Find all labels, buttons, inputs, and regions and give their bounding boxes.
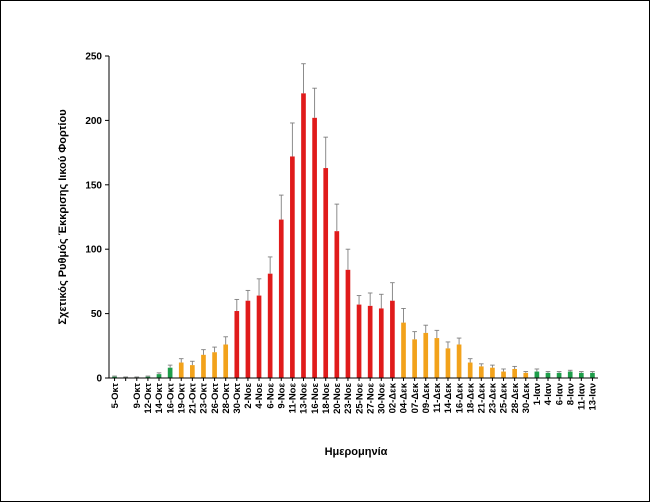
x-tick-label: 21-Δεκ — [477, 382, 488, 413]
bar — [456, 344, 462, 378]
x-tick-label: 14-Δεκ — [443, 382, 454, 413]
x-tick-label: 13-Ιαν — [588, 383, 599, 411]
bar — [501, 371, 506, 378]
bar — [156, 374, 162, 378]
x-tick-label: 11-Ιαν — [577, 383, 588, 410]
x-tick-label: 27-Νοε — [365, 383, 376, 414]
x-tick-label: 13-Νοε — [299, 383, 310, 414]
x-tick-label: 23-Νοε — [343, 383, 354, 414]
x-tick-label: 09-Δεκ — [421, 382, 432, 413]
x-tick-label: 21-Οκτ — [188, 382, 199, 413]
x-tick-label: 16-Νοε — [310, 383, 321, 414]
x-tick-label: 11-Νοε — [288, 383, 299, 414]
bar — [445, 348, 451, 378]
y-tick-label: 200 — [85, 116, 102, 127]
x-tick-label: 9-Οκτ — [132, 382, 143, 408]
x-tick-label: 28-Οκτ — [221, 382, 232, 413]
bar — [545, 372, 551, 378]
y-axis-title: Σχετικός Ρυθμός Έκκρισης Ιικού Φορτίου — [57, 109, 69, 324]
bar — [278, 219, 284, 378]
bar — [378, 308, 384, 378]
x-tick-label: 23-Οκτ — [199, 382, 210, 413]
x-tick-label: 5-Οκτ — [110, 382, 121, 408]
bar — [467, 362, 473, 378]
bar — [301, 93, 306, 379]
bar — [356, 304, 362, 378]
x-tick-label: 8-Ιαν — [565, 383, 576, 405]
y-axis: 0 50 100 150 200 250 — [85, 52, 109, 385]
bar — [534, 371, 540, 378]
x-tick-label: 25-Νοε — [354, 383, 365, 414]
bar — [512, 368, 517, 378]
y-tick-label: 0 — [96, 374, 102, 385]
bar — [390, 300, 395, 378]
x-axis-title: Ημερομηνία — [325, 446, 388, 458]
x-tick-label: 12-Οκτ — [143, 382, 154, 413]
x-tick-label: 25-Δεκ — [499, 382, 510, 413]
y-tick-label: 250 — [85, 52, 102, 63]
x-tick-label: 02-Δεκ — [388, 382, 399, 413]
bar — [190, 365, 195, 378]
bar — [201, 354, 206, 378]
bar — [234, 311, 240, 378]
bar — [112, 376, 117, 378]
bar — [334, 231, 340, 378]
bar — [567, 371, 573, 378]
bar — [145, 376, 151, 378]
bar — [312, 117, 317, 378]
x-tick-label: 2-Νοε — [243, 383, 254, 409]
bar — [367, 305, 373, 378]
y-tick-label: 100 — [85, 245, 102, 256]
bar — [256, 295, 262, 378]
x-tick-label: 4-Ιαν — [543, 383, 554, 405]
bar — [345, 269, 351, 378]
x-tick-label: 4-Νοε — [254, 383, 265, 409]
x-tick-label: 9-Νοε — [276, 383, 287, 409]
bar — [267, 273, 273, 378]
bar — [423, 332, 429, 378]
bar-series — [112, 63, 595, 379]
bar — [434, 338, 440, 378]
x-tick-label: 16-Δεκ — [454, 382, 465, 413]
y-tick-label: 150 — [85, 180, 102, 191]
x-tick-label: 18-Δεκ — [465, 382, 476, 413]
bar — [245, 300, 251, 378]
x-tick-label: 6-Ιαν — [554, 383, 565, 405]
x-tick-label: 6-Νοε — [265, 383, 276, 409]
x-tick-label: 11-Δεκ — [432, 382, 443, 413]
x-axis: 5-Οκτ 9-Οκτ 12-Οκτ 14-Οκτ 16-Οκτ 19-Οκτ 21-Οκτ… — [110, 378, 599, 414]
bar — [578, 372, 584, 378]
x-tick-label: 19-Οκτ — [176, 382, 187, 413]
x-tick-label: 1-Ιαν — [532, 383, 543, 405]
x-tick-label: 14-Οκτ — [154, 382, 165, 413]
x-tick-label: 18-Νοε — [321, 383, 332, 414]
x-tick-label: 23-Δεκ — [488, 382, 499, 413]
y-tick-label: 50 — [91, 309, 103, 320]
x-tick-label: 30-Νοε — [376, 383, 387, 414]
x-tick-label: 28-Δεκ — [510, 382, 521, 413]
bar — [401, 322, 406, 378]
bar — [590, 372, 595, 378]
bar — [412, 339, 417, 378]
bar — [523, 372, 529, 378]
x-tick-label: 26-Οκτ — [210, 382, 221, 413]
x-tick-label: 30-Δεκ — [521, 382, 532, 413]
x-tick-label: 30-Οκτ — [232, 382, 243, 413]
bar — [323, 168, 329, 378]
bar — [490, 367, 495, 378]
x-tick-label: 07-Δεκ — [410, 382, 421, 413]
bar — [290, 156, 295, 378]
bar — [556, 372, 562, 378]
bar — [223, 344, 229, 378]
bar — [178, 362, 184, 378]
bar — [212, 352, 217, 378]
x-tick-label: 16-Οκτ — [165, 382, 176, 413]
bar — [167, 367, 173, 378]
x-tick-label: 04-Δεκ — [399, 382, 410, 413]
x-tick-label: 20-Νοε — [332, 383, 343, 414]
bar — [478, 366, 484, 378]
